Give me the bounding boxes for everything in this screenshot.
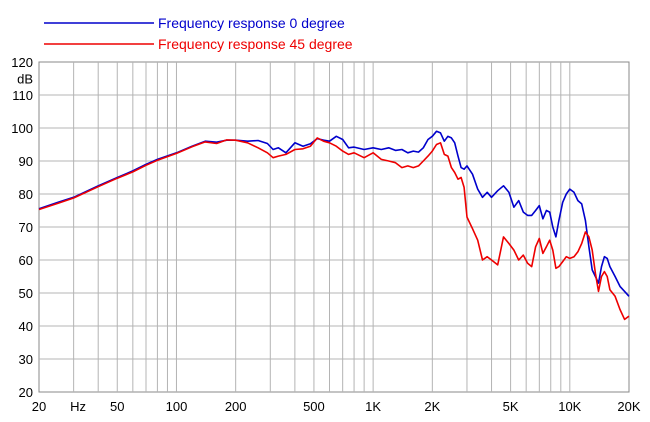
horizontal-gridlines [39,94,629,360]
y-tick-label: 70 [19,220,33,235]
x-tick-label: 5K [503,399,519,414]
y-tick-label: 30 [19,352,33,367]
x-tick-label: 1K [365,399,381,414]
series-line-0-degree [38,130,630,297]
x-tick-label: 2K [424,399,440,414]
x-tick-label: 500 [303,399,325,414]
y-tick-label: 40 [19,319,33,334]
x-tick-label: 20K [617,399,640,414]
y-tick-label: 80 [19,187,33,202]
x-tick-label: 200 [225,399,247,414]
series-line-45-degree [38,137,630,321]
y-axis-unit-label: dB [17,72,33,87]
y-axis-tick-labels: 20 30 40 50 60 70 80 90 100 110 120 dB [11,55,33,400]
x-tick-label: 50 [110,399,124,414]
y-tick-label: 20 [19,385,33,400]
y-tick-label: 90 [19,154,33,169]
y-tick-label: 50 [19,286,33,301]
x-axis-tick-labels: 20 50 100 200 500 1K 2K 5K 10K 20K Hz [32,399,641,414]
y-tick-label: 120 [11,55,33,70]
series-layer [38,130,630,321]
legend-label: Frequency response 0 degree [158,15,345,31]
y-tick-label: 100 [11,121,33,136]
x-axis-unit-label: Hz [70,399,86,414]
x-tick-label: 100 [166,399,188,414]
x-tick-label: 10K [558,399,581,414]
legend: Frequency response 0 degree Frequency res… [44,15,353,52]
x-tick-label: 20 [32,399,46,414]
legend-label: Frequency response 45 degree [158,36,353,52]
y-tick-label: 110 [12,88,33,103]
y-tick-label: 60 [19,253,33,268]
